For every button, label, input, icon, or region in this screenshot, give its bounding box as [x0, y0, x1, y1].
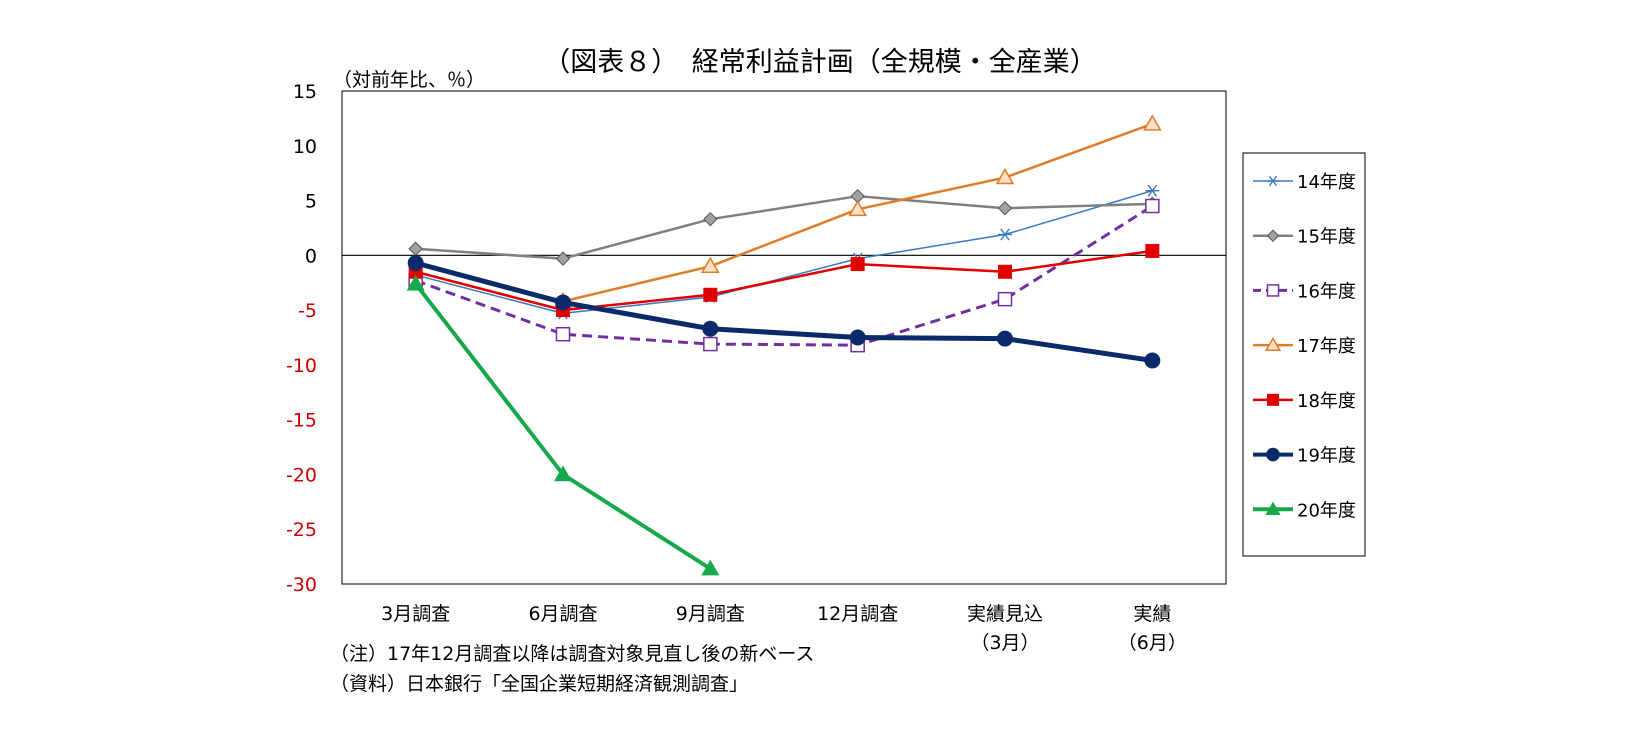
legend-label: 18年度 [1297, 391, 1356, 412]
data-point-diamond [997, 201, 1013, 216]
x-axis-categories: 3月調査 6月調査 9月調査 12月調査 実績見込 （3月） 実績 （6月） [381, 603, 1187, 654]
y-tick-label: 5 [305, 191, 317, 213]
data-point-asterisk [998, 228, 1012, 241]
data-point-filled-square [998, 264, 1012, 279]
legend-label: 20年度 [1297, 500, 1356, 521]
data-point-open-triangle [995, 168, 1015, 185]
legend-item: 14年度 [1253, 172, 1356, 193]
data-point-filled-triangle [1265, 501, 1281, 516]
series-line [415, 204, 1154, 347]
source-text: （資料）日本銀行「全国企業短期経済観測調査」 [330, 673, 748, 695]
x-category-sublabel: （6月） [1118, 632, 1187, 654]
legend-item: 15年度 [1253, 227, 1356, 248]
y-tick-label: -5 [298, 300, 317, 322]
series-19年度 [407, 255, 1161, 369]
data-point-open-square [997, 291, 1013, 307]
y-axis-unit-label: （対前年比、％） [333, 69, 485, 91]
legend-label: 16年度 [1297, 281, 1356, 302]
y-tick-label: -25 [286, 519, 317, 541]
legend-label: 15年度 [1297, 227, 1356, 248]
data-point-open-triangle [1264, 336, 1282, 351]
data-point-open-square [1145, 198, 1160, 214]
data-point-filled-square [1266, 393, 1280, 406]
legend-item: 16年度 [1253, 281, 1356, 302]
data-point-filled-square [850, 257, 865, 272]
data-point-filled-triangle [554, 465, 572, 482]
data-point-filled-triangle [406, 274, 425, 291]
data-point-open-triangle [701, 256, 720, 274]
data-point-diamond [703, 211, 718, 227]
series-line [415, 260, 1153, 363]
legend-item: 18年度 [1253, 391, 1356, 412]
y-tick-label: 10 [293, 136, 317, 158]
y-tick-label: -20 [286, 464, 317, 486]
data-point-diamond [555, 251, 571, 266]
plot-area [341, 90, 1227, 585]
x-category-label: 実績見込 [967, 603, 1043, 625]
data-point-circle [555, 294, 571, 311]
y-tick-label: -15 [286, 410, 317, 432]
data-point-diamond [1266, 229, 1280, 242]
series-layer [406, 114, 1162, 576]
y-tick-label: 15 [293, 81, 317, 103]
asterisk-stroke [1000, 228, 1010, 241]
legend-label: 17年度 [1297, 336, 1356, 357]
y-tick-label: 0 [305, 245, 317, 267]
legend-item: 19年度 [1253, 446, 1356, 467]
data-point-open-triangle [1143, 114, 1162, 131]
data-point-filled-triangle [701, 559, 720, 576]
series-line [415, 249, 1153, 312]
series-18年度 [408, 243, 1160, 318]
x-category-label: 12月調査 [817, 603, 898, 625]
legend-label: 14年度 [1297, 172, 1356, 193]
x-category-label: 実績 [1133, 603, 1171, 625]
asterisk-stroke [1268, 175, 1278, 187]
data-point-open-triangle [848, 199, 867, 217]
series-line [415, 189, 1153, 315]
y-tick-label: -10 [286, 355, 317, 377]
asterisk-stroke [1147, 184, 1158, 197]
legend-label: 19年度 [1297, 446, 1356, 467]
legend-item: 20年度 [1253, 500, 1356, 521]
data-point-circle [407, 255, 424, 272]
data-point-circle [1144, 352, 1161, 369]
x-category-sublabel: （3月） [970, 632, 1039, 654]
legend-frame [1242, 152, 1366, 557]
y-tick-label: -30 [286, 574, 317, 596]
plot-frame [341, 90, 1227, 585]
note-text: （注）17年12月調査以降は調査対象見直し後の新ベース [330, 643, 814, 665]
x-category-label: 6月調査 [528, 603, 597, 625]
data-point-asterisk [1267, 175, 1279, 187]
data-point-circle [702, 320, 719, 337]
series-20年度 [406, 274, 720, 576]
y-axis-ticks: 15 10 5 0 -5 -10 -15 -20 -25 -30 [286, 81, 317, 596]
data-point-filled-square [1145, 243, 1160, 258]
data-point-open-square [555, 326, 571, 342]
data-point-filled-square [703, 287, 718, 302]
legend-item: 17年度 [1253, 336, 1356, 357]
legend: 14年度 15年度 16年度 17年度 18年度 19年度 20年度 [1242, 152, 1366, 557]
chart-title: （図表８） 経常利益計画（全規模・全産業） [543, 47, 1097, 78]
data-point-circle [1266, 447, 1280, 462]
data-point-open-square [703, 336, 718, 352]
data-point-circle [849, 329, 866, 346]
series-line [415, 194, 1153, 260]
x-category-label: 3月調査 [381, 603, 450, 625]
x-category-label: 9月調査 [676, 603, 745, 625]
data-point-asterisk [1145, 184, 1160, 197]
data-point-circle [997, 330, 1013, 347]
data-point-open-square [1266, 284, 1280, 297]
